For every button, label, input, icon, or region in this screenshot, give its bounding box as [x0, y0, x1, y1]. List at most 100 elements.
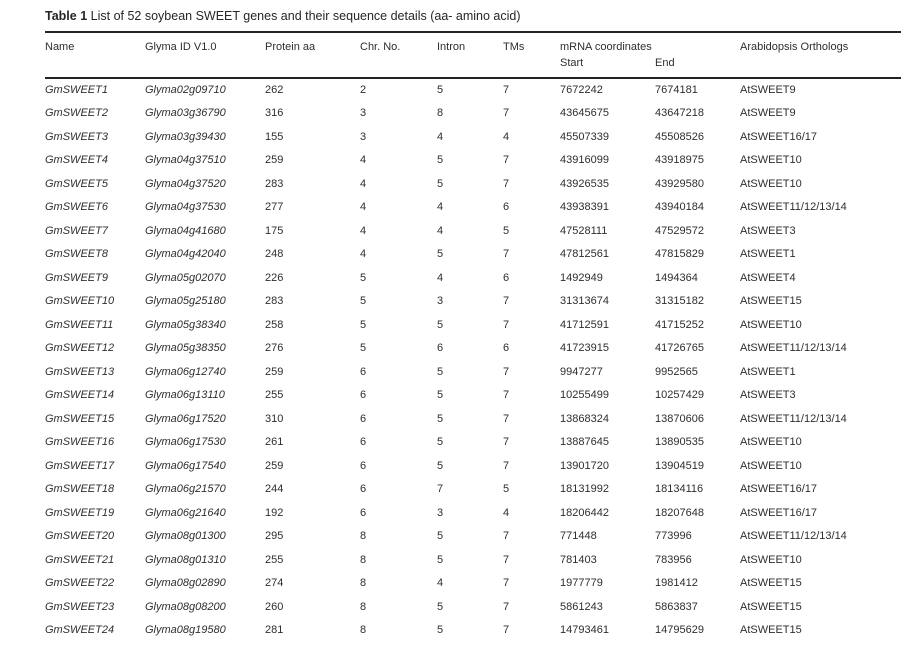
cell-glyma-id: Glyma08g01310	[145, 553, 226, 566]
cell-arabidopsis-ortholog: AtSWEET10	[740, 318, 802, 331]
header-spacer	[45, 57, 560, 78]
cell-intron: 5	[437, 459, 444, 472]
cell-mrna-end: 9952565	[655, 365, 698, 378]
cell-glyma-id: Glyma08g02890	[145, 577, 226, 590]
cell-intron: 5	[437, 624, 444, 637]
cell-protein-aa: 248	[265, 248, 284, 261]
cell-protein-aa: 259	[265, 365, 284, 378]
cell-mrna-end: 31315182	[655, 295, 704, 308]
cell-tms: 7	[503, 318, 510, 331]
cell-mrna-end: 1494364	[655, 271, 698, 284]
cell-glyma-id: Glyma04g37520	[145, 177, 226, 190]
cell-protein-aa: 295	[265, 530, 284, 543]
cell-glyma-id: Glyma05g02070	[145, 271, 226, 284]
cell-mrna-start: 13887645	[560, 436, 609, 449]
cell-tms: 7	[503, 530, 510, 543]
cell-arabidopsis-ortholog: AtSWEET15	[740, 600, 802, 613]
cell-gene-name: GmSWEET18	[45, 483, 115, 496]
cell-gene-name: GmSWEET4	[45, 154, 108, 167]
cell-chr-no: 5	[360, 271, 367, 284]
table-row: GmSWEET20 Glyma08g01300 295 8 5 7 771448…	[45, 525, 901, 549]
cell-protein-aa: 261	[265, 436, 284, 449]
cell-mrna-start: 43938391	[560, 201, 609, 214]
cell-mrna-end: 10257429	[655, 389, 704, 402]
cell-tms: 6	[503, 342, 510, 355]
cell-arabidopsis-ortholog: AtSWEET15	[740, 624, 802, 637]
cell-intron: 5	[437, 389, 444, 402]
cell-glyma-id: Glyma04g37530	[145, 201, 226, 214]
cell-tms: 6	[503, 201, 510, 214]
cell-protein-aa: 226	[265, 271, 284, 284]
cell-mrna-end: 18207648	[655, 506, 704, 519]
cell-glyma-id: Glyma03g36790	[145, 107, 226, 120]
cell-gene-name: GmSWEET20	[45, 530, 115, 543]
cell-glyma-id: Glyma06g21640	[145, 506, 226, 519]
cell-protein-aa: 259	[265, 154, 284, 167]
cell-tms: 7	[503, 248, 510, 261]
cell-protein-aa: 310	[265, 412, 284, 425]
cell-arabidopsis-ortholog: AtSWEET9	[740, 107, 796, 120]
cell-mrna-start: 781403	[560, 553, 597, 566]
cell-chr-no: 6	[360, 412, 367, 425]
cell-mrna-start: 43926535	[560, 177, 609, 190]
cell-intron: 3	[437, 506, 444, 519]
cell-arabidopsis-ortholog: AtSWEET9	[740, 84, 796, 97]
cell-tms: 7	[503, 84, 510, 97]
cell-arabidopsis-ortholog: AtSWEET16/17	[740, 506, 818, 519]
cell-intron: 4	[437, 201, 444, 214]
table-body: GmSWEET1 Glyma02g09710 262 2 5 7 7672242…	[45, 78, 901, 642]
header-row-main: Name Glyma ID V1.0 Protein aa Chr. No. I…	[45, 32, 901, 57]
cell-tms: 7	[503, 553, 510, 566]
table-row: GmSWEET14 Glyma06g13110 255 6 5 7 102554…	[45, 384, 901, 408]
table-row: GmSWEET22 Glyma08g02890 274 8 4 7 197777…	[45, 572, 901, 596]
cell-chr-no: 3	[360, 107, 367, 120]
col-header-intron: Intron	[437, 41, 466, 53]
cell-chr-no: 6	[360, 436, 367, 449]
cell-mrna-start: 43645675	[560, 107, 609, 120]
cell-arabidopsis-ortholog: AtSWEET10	[740, 436, 802, 449]
cell-gene-name: GmSWEET3	[45, 130, 108, 143]
cell-protein-aa: 274	[265, 577, 284, 590]
table-header: Name Glyma ID V1.0 Protein aa Chr. No. I…	[45, 32, 901, 78]
cell-mrna-end: 47529572	[655, 224, 704, 237]
cell-chr-no: 6	[360, 389, 367, 402]
cell-mrna-start: 1977779	[560, 577, 603, 590]
cell-protein-aa: 255	[265, 389, 284, 402]
table-row: GmSWEET24 Glyma08g19580 281 8 5 7 147934…	[45, 619, 901, 643]
cell-glyma-id: Glyma06g17540	[145, 459, 226, 472]
cell-glyma-id: Glyma05g38340	[145, 318, 226, 331]
table-row: GmSWEET19 Glyma06g21640 192 6 3 4 182064…	[45, 501, 901, 525]
cell-mrna-end: 45508526	[655, 130, 704, 143]
cell-glyma-id: Glyma06g17530	[145, 436, 226, 449]
table-row: GmSWEET5 Glyma04g37520 283 4 5 7 4392653…	[45, 172, 901, 196]
cell-chr-no: 8	[360, 600, 367, 613]
cell-chr-no: 6	[360, 506, 367, 519]
cell-arabidopsis-ortholog: AtSWEET3	[740, 224, 796, 237]
col-header-tms: TMs	[503, 41, 525, 53]
table-row: GmSWEET2 Glyma03g36790 316 3 8 7 4364567…	[45, 102, 901, 126]
cell-mrna-start: 43916099	[560, 154, 609, 167]
cell-gene-name: GmSWEET2	[45, 107, 108, 120]
col-header-start: Start	[560, 57, 584, 69]
cell-arabidopsis-ortholog: AtSWEET11/12/13/14	[740, 530, 847, 543]
cell-mrna-start: 10255499	[560, 389, 609, 402]
table-row: GmSWEET18 Glyma06g21570 244 6 7 5 181319…	[45, 478, 901, 502]
cell-chr-no: 6	[360, 459, 367, 472]
cell-glyma-id: Glyma03g39430	[145, 130, 226, 143]
table-row: GmSWEET1 Glyma02g09710 262 2 5 7 7672242…	[45, 78, 901, 102]
cell-gene-name: GmSWEET6	[45, 201, 108, 214]
cell-mrna-start: 771448	[560, 530, 597, 543]
cell-intron: 4	[437, 224, 444, 237]
cell-chr-no: 8	[360, 577, 367, 590]
cell-mrna-start: 45507339	[560, 130, 609, 143]
cell-tms: 7	[503, 624, 510, 637]
table-row: GmSWEET13 Glyma06g12740 259 6 5 7 994727…	[45, 360, 901, 384]
cell-mrna-end: 41726765	[655, 342, 704, 355]
cell-mrna-end: 43918975	[655, 154, 704, 167]
cell-arabidopsis-ortholog: AtSWEET10	[740, 553, 802, 566]
cell-intron: 5	[437, 318, 444, 331]
gene-table: Name Glyma ID V1.0 Protein aa Chr. No. I…	[45, 31, 901, 642]
header-row-sub: Start End	[45, 57, 901, 78]
cell-chr-no: 5	[360, 342, 367, 355]
cell-arabidopsis-ortholog: AtSWEET15	[740, 295, 802, 308]
